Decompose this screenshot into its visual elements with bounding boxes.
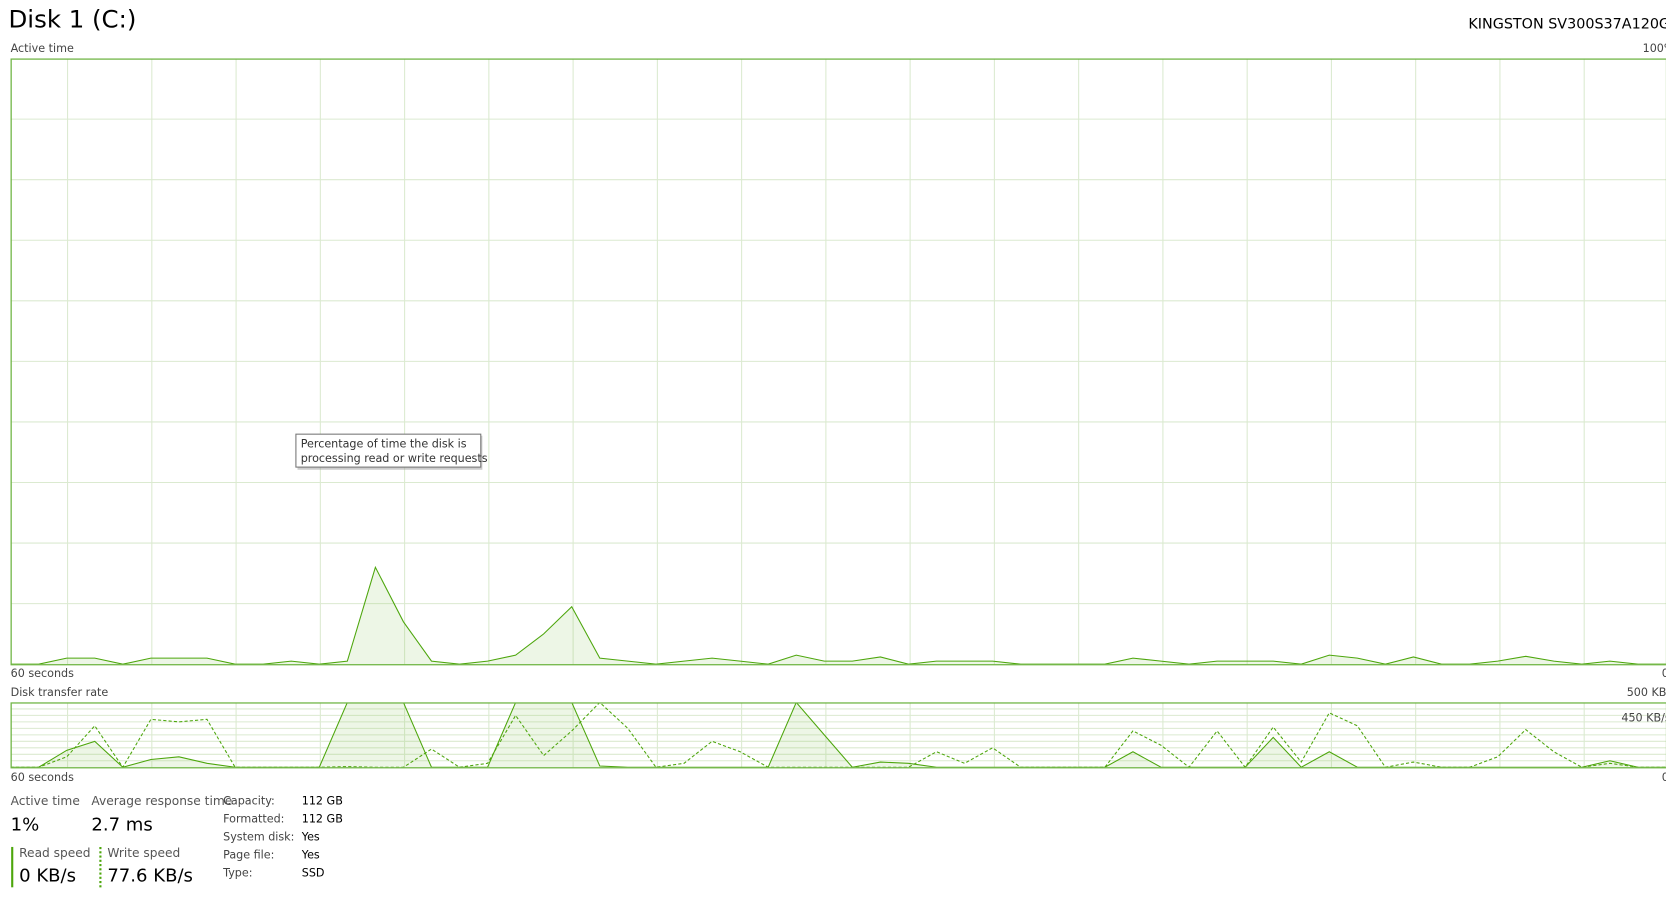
graph-min-label: 0 xyxy=(1662,667,1666,680)
stat-value: 0 KB/s xyxy=(19,866,76,887)
stat-value: 77.6 KB/s xyxy=(107,866,193,887)
time-label: 60 seconds xyxy=(11,667,74,680)
stat-value: 1% xyxy=(11,815,40,836)
transfer-plot xyxy=(10,702,1666,768)
tooltip-line: Percentage of time the disk is xyxy=(301,437,467,450)
transfer-grid xyxy=(10,702,1666,768)
graph-min-label: 0 xyxy=(1662,771,1666,784)
property-value: Yes xyxy=(301,848,320,861)
active-time-plot xyxy=(10,565,1666,665)
property-value: SSD xyxy=(302,867,325,880)
graph-frame xyxy=(10,58,1666,666)
property-value: 112 GB xyxy=(302,812,343,825)
property-label: Type: xyxy=(222,867,252,880)
stat-label: Average response time xyxy=(91,794,232,808)
graph-frame xyxy=(10,702,1666,769)
tooltip-line: processing read or write requests xyxy=(301,452,488,465)
property-label: Formatted: xyxy=(223,812,284,825)
stat-label: Read speed xyxy=(19,846,90,860)
property-value: Yes xyxy=(301,830,320,843)
tooltip: Percentage of time the disk is processin… xyxy=(295,433,488,470)
graph-max-label: 100% xyxy=(1643,42,1666,55)
time-label: 60 seconds xyxy=(11,771,74,784)
active-time-area xyxy=(10,567,1666,665)
property-label: Capacity: xyxy=(223,794,275,807)
property-value: 112 GB xyxy=(302,794,343,807)
disk-model: KINGSTON SV300S37A120G xyxy=(1468,17,1666,33)
disk-title: Disk 1 (C:) xyxy=(9,4,137,33)
property-label: System disk: xyxy=(223,830,294,843)
stat-label: Write speed xyxy=(107,846,180,860)
graph-label: Disk transfer rate xyxy=(11,686,109,699)
tooltip-box xyxy=(295,433,482,468)
graph-max-label: 500 KB/s xyxy=(1627,686,1666,699)
stat-value: 2.7 ms xyxy=(91,815,152,836)
properties: Capacity: 112 GB Formatted: 112 GB System di… xyxy=(222,794,343,879)
stat-label: Active time xyxy=(11,794,80,808)
graph-marker-label: 450 KB/s xyxy=(1621,711,1666,724)
read-speed-line xyxy=(10,702,1666,768)
active-time-line xyxy=(10,565,1666,665)
active-time-grid xyxy=(10,58,1666,665)
graph-label: Active time xyxy=(11,42,74,55)
property-label: Page file: xyxy=(223,848,274,861)
